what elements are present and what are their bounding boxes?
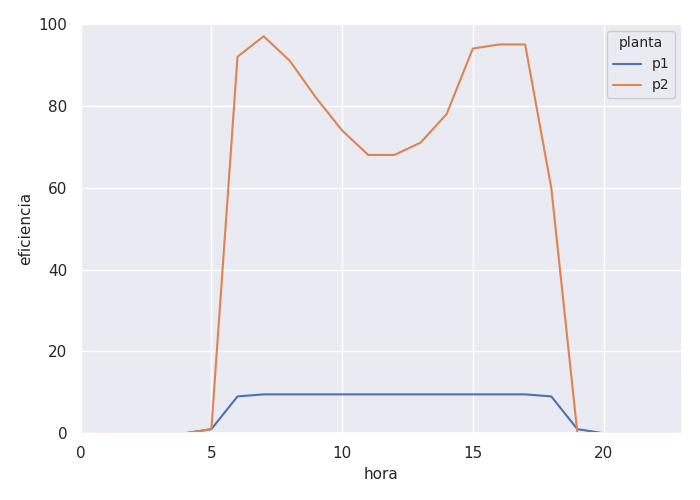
p2 bbox=[129, 430, 137, 436]
p1 bbox=[233, 394, 242, 400]
p2 bbox=[260, 34, 268, 40]
p1 bbox=[495, 392, 503, 398]
Legend: p1, p2: p1, p2 bbox=[608, 31, 675, 98]
p1 bbox=[678, 430, 686, 436]
p2 bbox=[573, 430, 582, 436]
p2 bbox=[652, 430, 660, 436]
p1 bbox=[442, 392, 451, 398]
p2 bbox=[76, 430, 85, 436]
p1 bbox=[626, 430, 634, 436]
p1 bbox=[364, 392, 372, 398]
p2 bbox=[233, 54, 242, 60]
p1 bbox=[207, 426, 216, 432]
p1 bbox=[103, 430, 111, 436]
p2 bbox=[468, 46, 477, 52]
p2 bbox=[103, 430, 111, 436]
p2 bbox=[626, 430, 634, 436]
p1 bbox=[286, 392, 294, 398]
p1 bbox=[652, 430, 660, 436]
p1 bbox=[260, 392, 268, 398]
p2 bbox=[678, 430, 686, 436]
Line: p2: p2 bbox=[80, 36, 682, 433]
p1 bbox=[312, 392, 320, 398]
p2 bbox=[416, 140, 425, 145]
p2 bbox=[442, 111, 451, 117]
p1 bbox=[573, 426, 582, 432]
p2 bbox=[495, 42, 503, 48]
p1 bbox=[416, 392, 425, 398]
p2 bbox=[338, 128, 346, 134]
p2 bbox=[155, 430, 163, 436]
p1 bbox=[155, 430, 163, 436]
p2 bbox=[181, 430, 190, 436]
p1 bbox=[181, 430, 190, 436]
p2 bbox=[599, 430, 608, 436]
p1 bbox=[76, 430, 85, 436]
p1 bbox=[129, 430, 137, 436]
p1 bbox=[468, 392, 477, 398]
p2 bbox=[207, 426, 216, 432]
p2 bbox=[521, 42, 529, 48]
Line: p1: p1 bbox=[80, 394, 682, 433]
p2 bbox=[390, 152, 398, 158]
X-axis label: hora: hora bbox=[364, 467, 399, 482]
p1 bbox=[599, 430, 608, 436]
p2 bbox=[364, 152, 372, 158]
p1 bbox=[521, 392, 529, 398]
p2 bbox=[286, 58, 294, 64]
p2 bbox=[312, 94, 320, 100]
p1 bbox=[390, 392, 398, 398]
Y-axis label: eficiencia: eficiencia bbox=[18, 192, 33, 265]
p1 bbox=[338, 392, 346, 398]
p1 bbox=[547, 394, 556, 400]
p2 bbox=[547, 184, 556, 190]
